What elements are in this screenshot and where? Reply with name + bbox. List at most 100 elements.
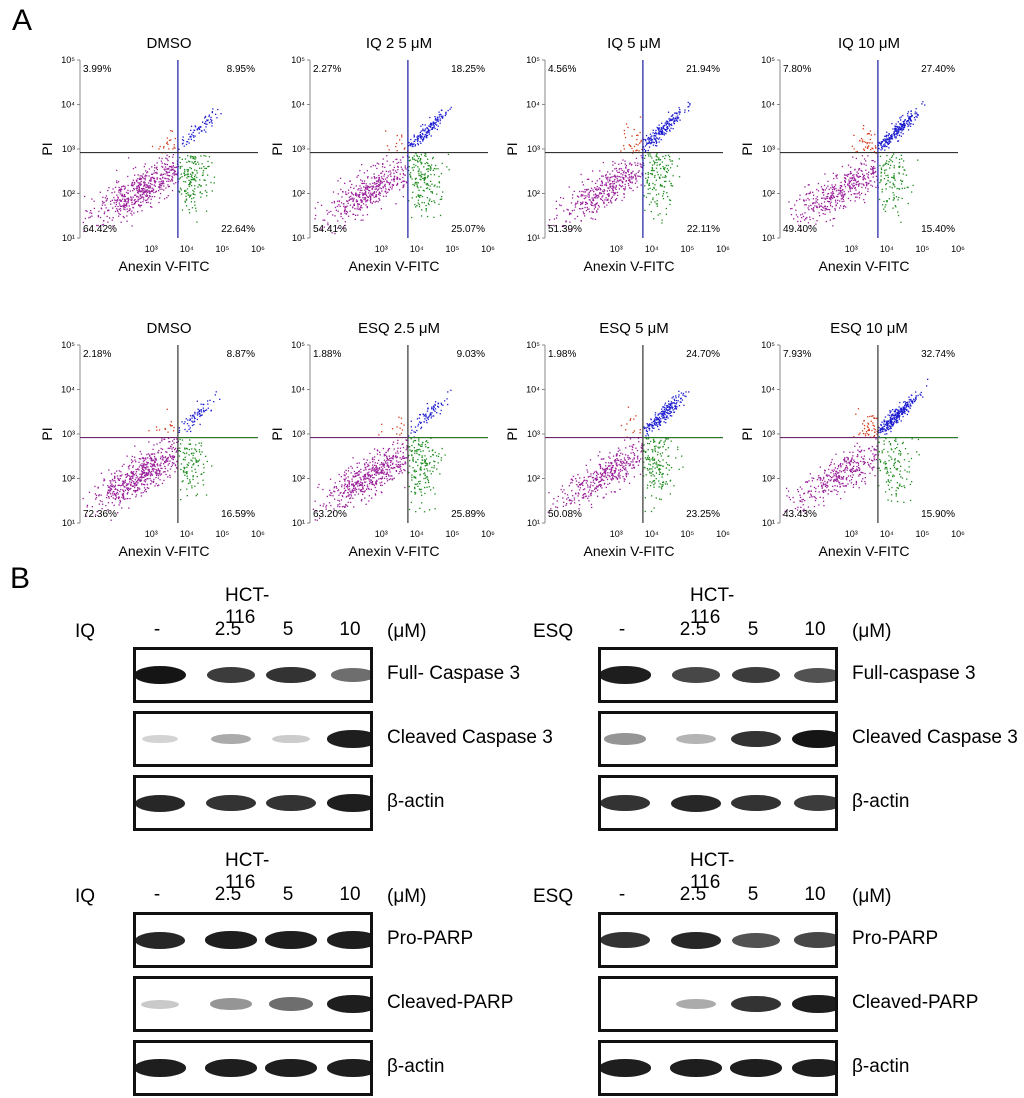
event-dot: [613, 192, 615, 194]
event-dot: [833, 188, 836, 191]
event-dot: [122, 198, 124, 200]
event-dot: [430, 135, 432, 137]
event-dot: [677, 117, 680, 119]
event-dot: [907, 186, 909, 189]
event-dot: [210, 181, 212, 184]
event-dot: [911, 115, 913, 117]
event-dot: [130, 199, 132, 201]
event-dot: [150, 458, 153, 461]
event-dot: [181, 158, 183, 160]
event-dot: [418, 170, 420, 172]
event-dot: [400, 470, 402, 472]
event-dot: [375, 472, 377, 474]
event-dot: [145, 199, 147, 202]
event-dot: [432, 124, 434, 126]
event-dot: [137, 190, 139, 192]
event-dot: [337, 180, 339, 182]
event-dot: [908, 118, 910, 120]
event-dot: [416, 183, 418, 185]
event-dot: [422, 137, 425, 140]
event-dot: [397, 461, 399, 463]
event-dot: [666, 168, 669, 170]
event-dot: [830, 201, 832, 203]
event-dot: [188, 428, 190, 431]
event-dot: [152, 189, 155, 191]
event-dot: [633, 453, 635, 455]
event-dot: [363, 463, 366, 465]
event-dot: [197, 482, 199, 484]
event-dot: [395, 170, 397, 172]
event-dot: [136, 187, 138, 189]
event-dot: [586, 195, 588, 197]
event-dot: [366, 200, 368, 202]
event-dot: [150, 198, 152, 200]
event-dot: [186, 205, 188, 207]
event-dot: [424, 444, 427, 446]
event-dot: [158, 201, 160, 204]
event-dot: [670, 119, 672, 122]
event-dot: [662, 166, 664, 168]
event-dot: [834, 184, 837, 186]
event-dot: [871, 147, 873, 149]
event-dot: [829, 211, 831, 213]
event-dot: [902, 166, 904, 168]
event-dot: [126, 205, 128, 207]
event-dot: [379, 477, 381, 480]
event-dot: [432, 123, 435, 125]
event-dot: [628, 457, 631, 459]
event-dot: [815, 200, 817, 202]
event-dot: [188, 462, 190, 464]
event-dot: [169, 447, 171, 449]
event-dot: [358, 462, 360, 464]
event-dot: [416, 181, 418, 184]
event-dot: [614, 192, 617, 194]
event-dot: [200, 442, 203, 444]
event-dot: [847, 173, 849, 176]
event-dot: [663, 128, 666, 130]
event-dot: [141, 477, 143, 479]
event-dot: [835, 174, 837, 177]
event-dot: [624, 174, 626, 176]
event-dot: [436, 124, 438, 126]
event-dot: [571, 228, 573, 231]
event-dot: [652, 182, 654, 185]
event-dot: [384, 482, 386, 485]
event-dot: [442, 404, 444, 406]
event-dot: [430, 173, 432, 176]
event-dot: [168, 462, 170, 465]
event-dot: [447, 109, 449, 112]
event-dot: [849, 177, 851, 179]
event-dot: [419, 141, 421, 143]
event-dot: [426, 197, 428, 199]
event-dot: [403, 174, 405, 176]
event-dot: [114, 486, 116, 488]
event-dot: [801, 213, 804, 215]
event-dot: [665, 120, 668, 122]
event-dot: [900, 123, 902, 125]
event-dot: [364, 198, 367, 200]
event-dot: [155, 468, 157, 471]
event-dot: [119, 205, 122, 207]
event-dot: [894, 125, 896, 127]
event-dot: [602, 199, 604, 202]
event-dot: [109, 482, 112, 484]
event-dot: [630, 175, 633, 177]
event-dot: [434, 404, 436, 406]
event-dot: [623, 178, 625, 180]
event-dot: [419, 444, 421, 446]
event-dot: [665, 155, 667, 157]
event-dot: [171, 458, 173, 460]
event-dot: [134, 479, 136, 481]
event-dot: [169, 474, 171, 476]
event-dot: [903, 127, 905, 129]
event-dot: [371, 202, 373, 204]
event-dot: [105, 207, 107, 209]
event-dot: [192, 475, 194, 477]
event-dot: [379, 451, 381, 453]
event-dot: [382, 186, 384, 188]
event-dot: [174, 147, 176, 149]
event-dot: [134, 486, 136, 489]
event-dot: [116, 198, 118, 201]
event-dot: [908, 121, 910, 123]
event-dot: [197, 411, 199, 413]
